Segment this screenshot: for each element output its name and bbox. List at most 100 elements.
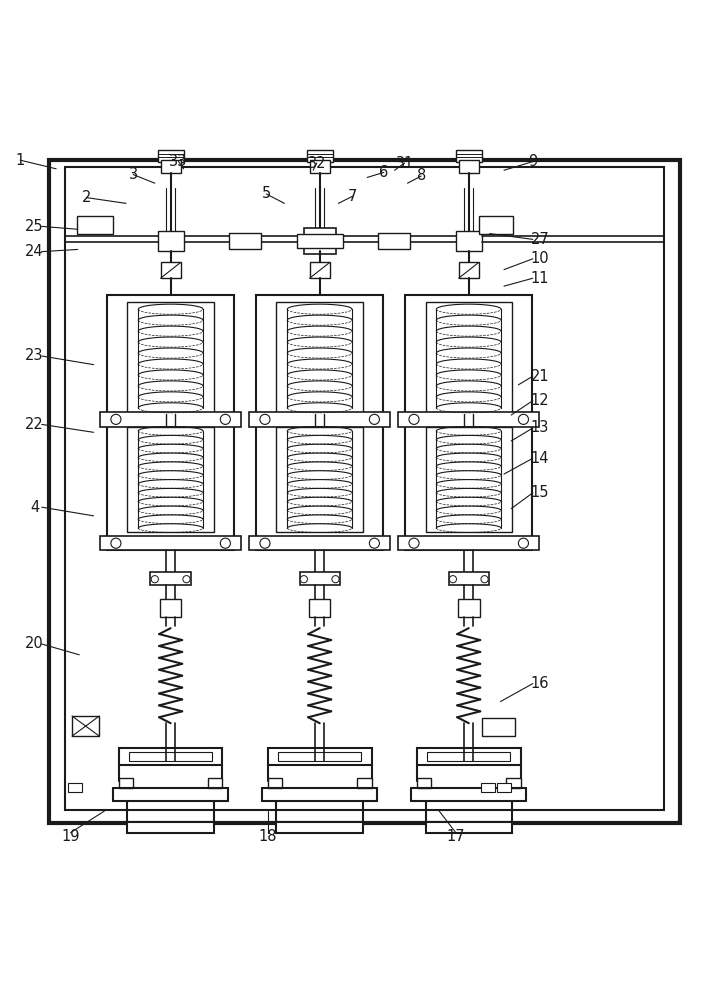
Bar (427, 752, 510, 761)
Text: 31: 31 (395, 156, 414, 171)
Bar (458, 599, 480, 617)
Bar (398, 536, 539, 550)
Bar (426, 427, 512, 532)
Circle shape (518, 414, 528, 424)
Bar (276, 822, 363, 833)
Bar (497, 783, 511, 792)
Bar (479, 216, 513, 234)
Bar (456, 231, 482, 251)
Text: 14: 14 (531, 451, 549, 466)
Bar (229, 233, 261, 249)
Bar (49, 160, 680, 823)
Bar (481, 783, 495, 792)
Circle shape (369, 538, 379, 548)
Text: 20: 20 (25, 637, 44, 652)
Bar (100, 412, 241, 427)
Text: 33: 33 (169, 154, 188, 169)
Text: 27: 27 (531, 232, 549, 247)
Bar (77, 216, 113, 234)
Bar (150, 572, 191, 585)
Bar (160, 599, 181, 617)
Text: 17: 17 (446, 829, 465, 844)
Bar (278, 752, 361, 761)
Text: 18: 18 (258, 829, 277, 844)
Bar (107, 295, 234, 550)
Circle shape (409, 538, 419, 548)
Circle shape (260, 414, 270, 424)
Circle shape (183, 576, 190, 583)
Bar (127, 302, 214, 414)
Bar (129, 752, 212, 761)
Circle shape (220, 414, 230, 424)
Bar (256, 295, 383, 550)
Bar (127, 822, 214, 833)
Text: 13: 13 (531, 420, 549, 436)
Text: 24: 24 (25, 244, 44, 259)
Text: 25: 25 (25, 219, 44, 234)
Bar (405, 295, 532, 550)
Bar (65, 167, 664, 810)
Bar (249, 412, 390, 427)
Bar (300, 572, 340, 585)
Text: 11: 11 (531, 271, 549, 286)
Bar (449, 572, 489, 585)
Bar (208, 778, 222, 788)
Text: 8: 8 (417, 168, 426, 184)
Circle shape (260, 538, 270, 548)
Text: 21: 21 (531, 369, 549, 384)
Bar (161, 160, 181, 173)
Text: 4: 4 (30, 500, 39, 515)
Text: 3: 3 (129, 167, 138, 182)
Bar (158, 150, 184, 162)
Circle shape (151, 576, 158, 583)
Circle shape (300, 576, 307, 583)
Circle shape (332, 576, 339, 583)
Bar (276, 427, 363, 532)
Bar (310, 262, 330, 278)
Bar (304, 228, 336, 254)
Text: 12: 12 (531, 393, 549, 408)
Bar (68, 783, 82, 792)
Bar (158, 231, 184, 251)
Bar (127, 427, 214, 532)
Bar (249, 536, 390, 550)
Text: 6: 6 (379, 165, 388, 180)
Bar (72, 716, 99, 736)
Bar (297, 234, 343, 248)
Bar (310, 160, 330, 173)
Bar (357, 778, 372, 788)
Bar (268, 778, 282, 788)
Text: 32: 32 (307, 156, 326, 171)
Bar (426, 822, 512, 833)
Text: 15: 15 (531, 485, 549, 500)
Bar (119, 748, 222, 765)
Bar (379, 233, 410, 249)
Bar (482, 718, 515, 736)
Circle shape (518, 538, 528, 548)
Bar (307, 231, 333, 251)
Bar (459, 160, 479, 173)
Circle shape (409, 414, 419, 424)
Text: 2: 2 (81, 190, 91, 205)
Bar (307, 150, 333, 162)
Bar (417, 778, 431, 788)
Bar (398, 412, 539, 427)
Circle shape (111, 538, 121, 548)
Bar (506, 778, 521, 788)
Bar (100, 536, 241, 550)
Text: 10: 10 (531, 251, 549, 266)
Bar (119, 778, 133, 788)
Text: 5: 5 (262, 186, 271, 202)
Bar (459, 262, 479, 278)
Circle shape (220, 538, 230, 548)
Text: 19: 19 (61, 829, 80, 844)
Circle shape (481, 576, 488, 583)
Bar (309, 599, 330, 617)
Bar (276, 302, 363, 414)
Bar (161, 262, 181, 278)
Bar (417, 748, 521, 765)
Bar (268, 748, 372, 765)
Text: 22: 22 (25, 417, 44, 432)
Circle shape (369, 414, 379, 424)
Circle shape (449, 576, 456, 583)
